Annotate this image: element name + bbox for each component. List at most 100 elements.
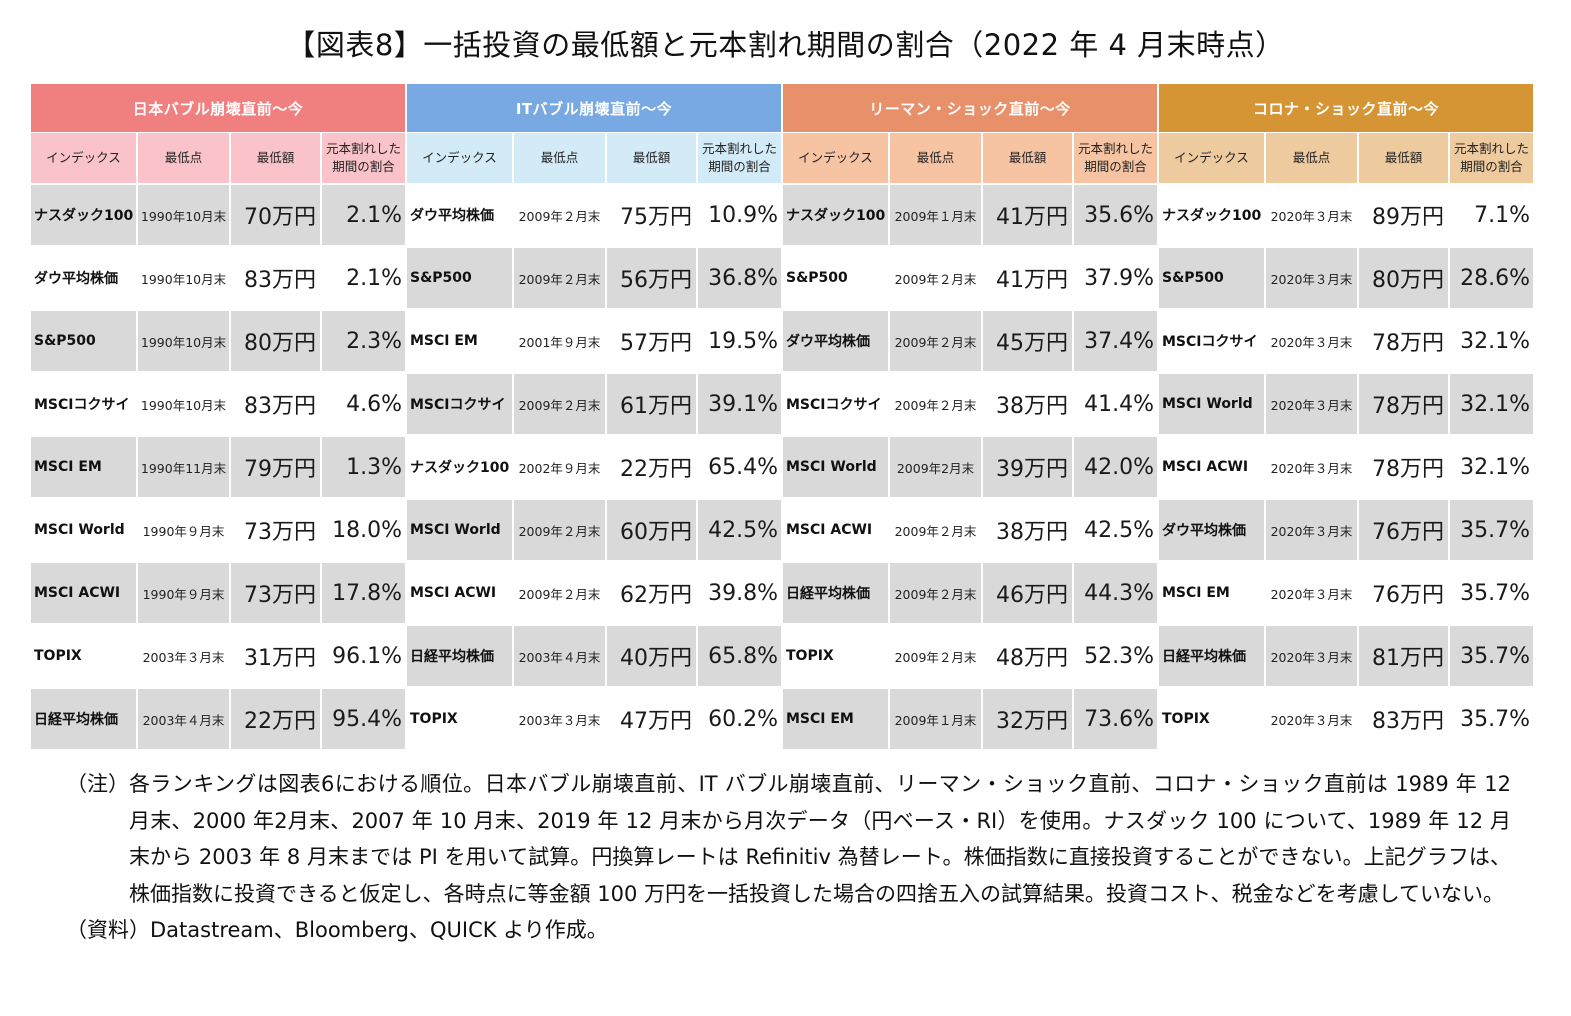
cell-index: MSCI EM — [407, 311, 514, 374]
table-row: S&P500 2020年３月末 80万円 28.6% — [1159, 248, 1533, 311]
cell-index: ナスダック100 — [407, 437, 514, 500]
cell-loss-ratio: 32.1% — [1450, 437, 1533, 500]
cell-min-amount: 47万円 — [607, 689, 698, 752]
cell-min-amount: 81万円 — [1359, 626, 1450, 689]
col-header-loss-ratio: 元本割れした 期間の割合 — [1450, 133, 1533, 183]
table-row: MSCI EM 2009年１月末 32万円 73.6% — [783, 689, 1157, 752]
cell-index: MSCI World — [31, 500, 138, 563]
table-row: ナスダック100 2009年１月末 41万円 35.6% — [783, 185, 1157, 248]
cell-min-amount: 48万円 — [983, 626, 1074, 689]
col-header-low-point: 最低点 — [514, 133, 607, 183]
cell-low-point: 2009年１月末 — [890, 689, 983, 752]
column-header-row: インデックス 最低点 最低額 元本割れした 期間の割合 — [31, 133, 405, 183]
cell-min-amount: 80万円 — [231, 311, 322, 374]
cell-index: 日経平均株価 — [783, 563, 890, 626]
cell-low-point: 2020年３月末 — [1266, 563, 1359, 626]
table-row: MSCI ACWI 2020年３月末 78万円 32.1% — [1159, 437, 1533, 500]
table-row: ナスダック100 2020年３月末 89万円 7.1% — [1159, 185, 1533, 248]
table-row: ダウ平均株価 2009年２月末 45万円 37.4% — [783, 311, 1157, 374]
cell-low-point: 1990年10月末 — [138, 248, 231, 311]
cell-min-amount: 22万円 — [231, 689, 322, 752]
cell-low-point: 2001年９月末 — [514, 311, 607, 374]
group-header: 日本バブル崩壊直前～今 — [31, 84, 405, 132]
cell-loss-ratio: 39.8% — [698, 563, 781, 626]
cell-min-amount: 76万円 — [1359, 500, 1450, 563]
col-header-min-amount: 最低額 — [1359, 133, 1450, 183]
note-text: 各ランキングは図表6における順位。日本バブル崩壊直前、IT バブル崩壊直前、リー… — [129, 772, 1511, 906]
cell-low-point: 2020年３月末 — [1266, 689, 1359, 752]
footnotes: （注） 各ランキングは図表6における順位。日本バブル崩壊直前、IT バブル崩壊直… — [66, 766, 1511, 949]
cell-low-point: 1990年10月末 — [138, 185, 231, 248]
cell-low-point: 2009年２月末 — [514, 563, 607, 626]
table-row: S&P500 2009年２月末 41万円 37.9% — [783, 248, 1157, 311]
cell-min-amount: 38万円 — [983, 500, 1074, 563]
col-header-index: インデックス — [1159, 133, 1266, 183]
cell-index: TOPIX — [407, 689, 514, 752]
cell-low-point: 1990年９月末 — [138, 500, 231, 563]
cell-low-point: 1990年10月末 — [138, 374, 231, 437]
cell-index: MSCI EM — [783, 689, 890, 752]
table-row: MSCI World 2009年2月末 39万円 42.0% — [783, 437, 1157, 500]
cell-low-point: 1990年10月末 — [138, 311, 231, 374]
cell-low-point: 2003年４月末 — [138, 689, 231, 752]
table-row: 日経平均株価 2020年３月末 81万円 35.7% — [1159, 626, 1533, 689]
cell-low-point: 2009年２月末 — [890, 626, 983, 689]
cell-loss-ratio: 28.6% — [1450, 248, 1533, 311]
cell-min-amount: 76万円 — [1359, 563, 1450, 626]
cell-loss-ratio: 35.6% — [1074, 185, 1157, 248]
cell-loss-ratio: 17.8% — [322, 563, 405, 626]
cell-low-point: 2009年２月末 — [514, 500, 607, 563]
table-row: ナスダック100 1990年10月末 70万円 2.1% — [31, 185, 405, 248]
cell-low-point: 2002年９月末 — [514, 437, 607, 500]
column-header-row: インデックス 最低点 最低額 元本割れした 期間の割合 — [407, 133, 781, 183]
cell-min-amount: 62万円 — [607, 563, 698, 626]
cell-loss-ratio: 35.7% — [1450, 689, 1533, 752]
cell-low-point: 2020年３月末 — [1266, 437, 1359, 500]
group-it-bubble: ITバブル崩壊直前～今 インデックス 最低点 最低額 元本割れした 期間の割合 ダウ平均株価… — [407, 84, 781, 752]
cell-min-amount: 80万円 — [1359, 248, 1450, 311]
cell-loss-ratio: 2.3% — [322, 311, 405, 374]
cell-low-point: 2020年３月末 — [1266, 500, 1359, 563]
cell-min-amount: 78万円 — [1359, 374, 1450, 437]
cell-low-point: 2003年３月末 — [138, 626, 231, 689]
cell-index: MSCIコクサイ — [1159, 311, 1266, 374]
cell-loss-ratio: 18.0% — [322, 500, 405, 563]
cell-loss-ratio: 96.1% — [322, 626, 405, 689]
cell-min-amount: 89万円 — [1359, 185, 1450, 248]
cell-loss-ratio: 44.3% — [1074, 563, 1157, 626]
cell-min-amount: 83万円 — [231, 248, 322, 311]
cell-index: TOPIX — [31, 626, 138, 689]
cell-min-amount: 78万円 — [1359, 437, 1450, 500]
cell-low-point: 2009年２月末 — [890, 311, 983, 374]
table-row: ナスダック100 2002年９月末 22万円 65.4% — [407, 437, 781, 500]
cell-loss-ratio: 42.5% — [698, 500, 781, 563]
comparison-table: 日本バブル崩壊直前～今 インデックス 最低点 最低額 元本割れした 期間の割合 ナスダック1… — [31, 84, 1533, 752]
cell-loss-ratio: 95.4% — [322, 689, 405, 752]
group-corona-shock: コロナ・ショック直前～今 インデックス 最低点 最低額 元本割れした 期間の割合 ナスダック… — [1159, 84, 1533, 752]
table-row: S&P500 2009年２月末 56万円 36.8% — [407, 248, 781, 311]
cell-low-point: 2009年２月末 — [890, 374, 983, 437]
figure-title: 【図表8】一括投資の最低額と元本割れ期間の割合（2022 年 4 月末時点） — [286, 28, 1285, 62]
cell-low-point: 2009年１月末 — [890, 185, 983, 248]
cell-index: MSCIコクサイ — [783, 374, 890, 437]
cell-loss-ratio: 42.5% — [1074, 500, 1157, 563]
source: （資料） Datastream、Bloomberg、QUICK より作成。 — [66, 912, 1511, 949]
cell-low-point: 2020年３月末 — [1266, 374, 1359, 437]
source-label: （資料） — [66, 918, 150, 942]
col-header-min-amount: 最低額 — [607, 133, 698, 183]
column-header-row: インデックス 最低点 最低額 元本割れした 期間の割合 — [783, 133, 1157, 183]
col-header-low-point: 最低点 — [1266, 133, 1359, 183]
col-header-min-amount: 最低額 — [231, 133, 322, 183]
cell-min-amount: 31万円 — [231, 626, 322, 689]
col-header-loss-ratio: 元本割れした 期間の割合 — [322, 133, 405, 183]
table-row: ダウ平均株価 2009年２月末 75万円 10.9% — [407, 185, 781, 248]
cell-low-point: 2020年３月末 — [1266, 626, 1359, 689]
cell-low-point: 2009年２月末 — [514, 374, 607, 437]
cell-min-amount: 60万円 — [607, 500, 698, 563]
cell-index: ダウ平均株価 — [31, 248, 138, 311]
cell-low-point: 2009年２月末 — [514, 248, 607, 311]
cell-min-amount: 83万円 — [231, 374, 322, 437]
cell-min-amount: 57万円 — [607, 311, 698, 374]
cell-loss-ratio: 37.9% — [1074, 248, 1157, 311]
cell-loss-ratio: 32.1% — [1450, 311, 1533, 374]
